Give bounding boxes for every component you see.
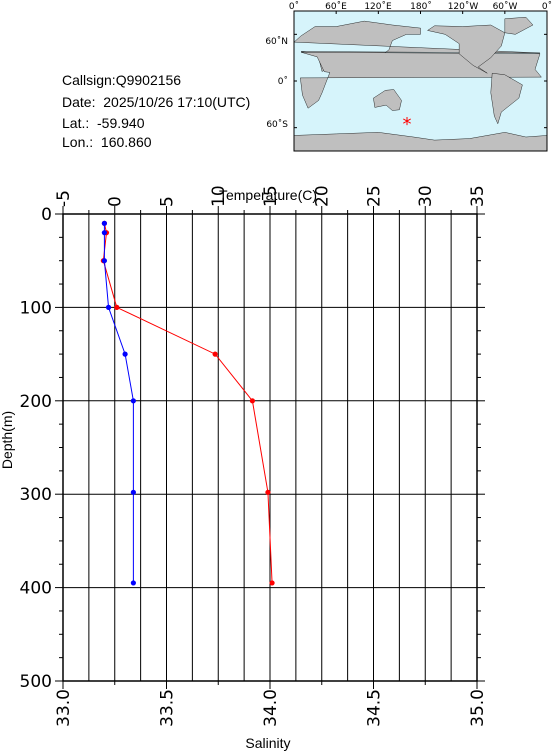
map-lon-label: 180˚ xyxy=(410,1,432,12)
map-lon-label: 120˚W xyxy=(448,1,479,12)
temperature-tick-label: -5 xyxy=(54,190,74,207)
map-land-africa xyxy=(300,52,542,109)
salinity-tick-label: 33.5 xyxy=(157,689,177,727)
map-lon-label: 120˚E xyxy=(364,1,392,12)
longitude-text: Lon.: 160.860 xyxy=(62,134,152,150)
salinity-data-point xyxy=(105,304,112,310)
temperature-data-point xyxy=(114,304,120,310)
depth-tick-label: 0 xyxy=(41,205,52,225)
salinity-tick-label: 34.5 xyxy=(364,689,384,727)
depth-tick-label: 500 xyxy=(20,672,52,692)
depth-tick-label: 300 xyxy=(20,485,52,505)
temperature-tick-label: 10 xyxy=(209,185,229,207)
temperature-tick-label: 5 xyxy=(157,196,177,207)
map-top-labels: 0˚ 60˚E 120˚E 180˚ 120˚W 60˚W 0˚ xyxy=(289,1,552,12)
map-lon-label: 60˚E xyxy=(325,1,347,12)
temperature-tick-label: 20 xyxy=(313,185,333,207)
salinity-axis-title: Salinity xyxy=(245,735,290,751)
salinity-data-point xyxy=(101,220,107,226)
profile-location-marker: * xyxy=(403,114,412,135)
salinity-series-line xyxy=(103,223,134,583)
temperature-data-point xyxy=(265,489,271,495)
salinity-data-point xyxy=(130,489,136,495)
map-land-greenland xyxy=(504,17,534,35)
temperature-tick-label: 15 xyxy=(261,185,281,207)
temperature-series-line xyxy=(102,223,273,583)
salinity-tick-label: 35.0 xyxy=(468,689,488,727)
date-text: Date: 2025/10/26 17:10(UTC) xyxy=(62,94,251,110)
salinity-tick-label: 33.0 xyxy=(54,689,74,727)
temperature-tick-label: 30 xyxy=(416,185,436,207)
temperature-tick-label: 0 xyxy=(106,196,126,207)
map-land-australia xyxy=(373,89,402,111)
temperature-data-point xyxy=(212,351,218,357)
latitude-text: Lat.: -59.940 xyxy=(62,115,145,131)
map-lon-label: 0˚ xyxy=(289,1,299,12)
map-lon-label: 0˚ xyxy=(542,1,552,12)
temperature-data-point xyxy=(249,398,256,404)
map-lat-label: 0˚ xyxy=(278,76,288,87)
series-layer xyxy=(100,220,275,586)
salinity-data-point xyxy=(130,398,136,404)
depth-tick-label: 100 xyxy=(20,298,52,318)
plot-frame xyxy=(62,213,478,682)
salinity-data-point xyxy=(101,230,107,236)
map-lon-label: 60˚W xyxy=(493,1,518,12)
map-lat-label: 60˚S xyxy=(266,119,288,130)
map-left-labels: 60˚N 0˚ 60˚S xyxy=(265,36,288,130)
map-ticks xyxy=(293,11,548,129)
depth-tick-label: 400 xyxy=(20,579,52,599)
temperature-tick-label: 25 xyxy=(364,185,384,207)
temperature-tick-label: 35 xyxy=(468,185,488,207)
salinity-data-point xyxy=(101,258,107,264)
map-landmasses xyxy=(293,17,548,152)
world-map: * 0˚ 60˚E 120˚E 180˚ 120˚W 60˚W 0˚ 60˚N … xyxy=(265,1,552,152)
map-lat-label: 60˚N xyxy=(265,36,288,47)
depth-tick-label: 200 xyxy=(20,392,52,412)
temperature-axis-title: Temperature(C) xyxy=(219,187,317,203)
callsign-text: Callsign:Q9902156 xyxy=(62,72,182,88)
salinity-tick-label: 34.0 xyxy=(261,689,281,727)
map-land-south-america xyxy=(490,72,523,125)
depth-axis-title: Depth(m) xyxy=(0,411,15,469)
salinity-data-point xyxy=(122,351,128,357)
map-land-north-america xyxy=(427,24,506,74)
temperature-data-point xyxy=(269,580,275,586)
salinity-data-point xyxy=(130,580,136,586)
